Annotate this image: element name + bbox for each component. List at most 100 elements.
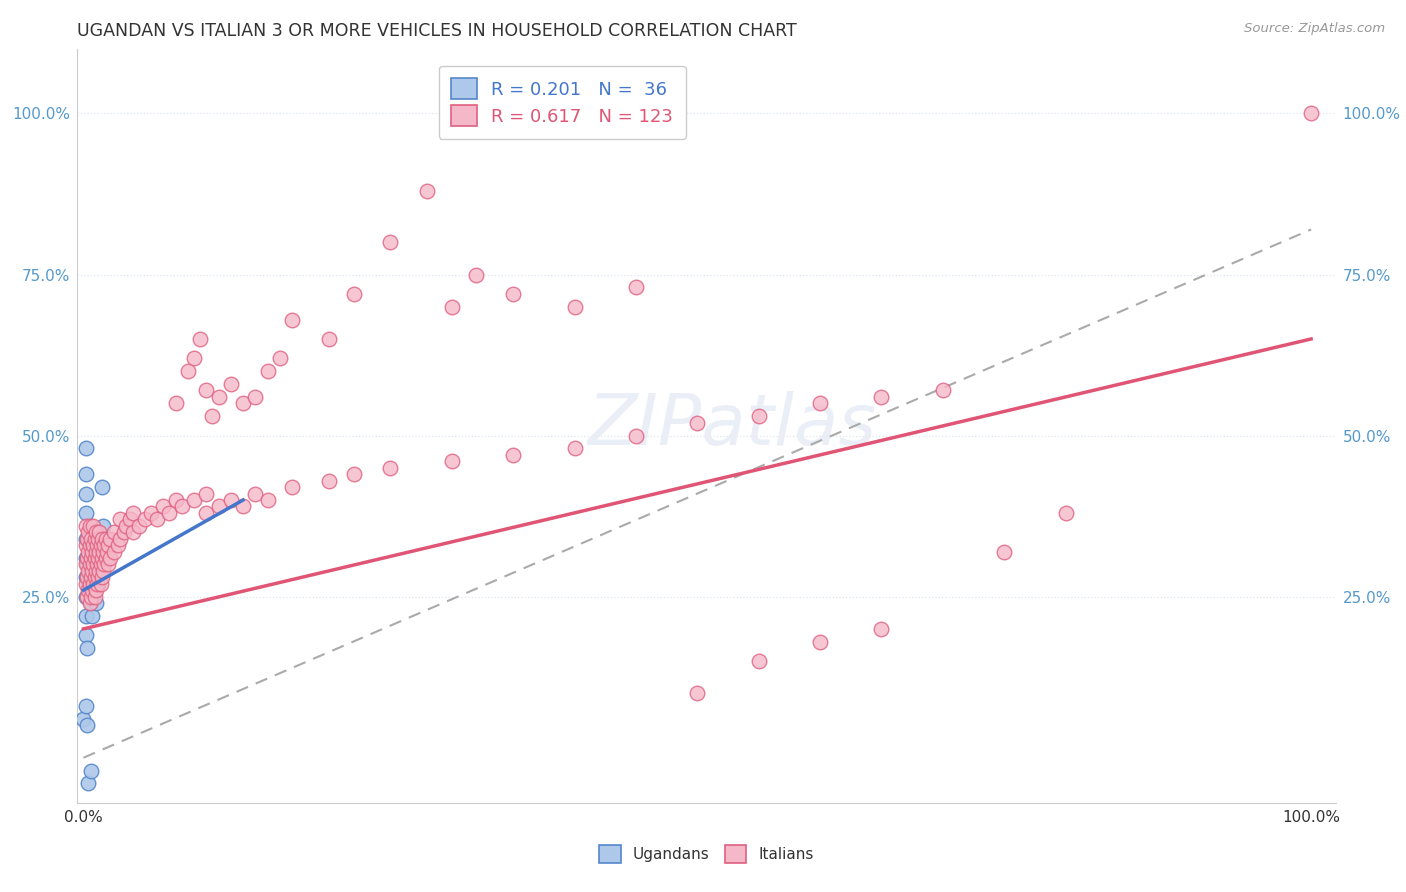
Point: [115, 518, 138, 533]
Point: [91, 544, 114, 558]
Point: [502, 448, 524, 462]
Point: [87, 576, 110, 591]
Point: [219, 377, 242, 392]
Point: [380, 460, 402, 475]
Point: [1054, 506, 1077, 520]
Point: [165, 396, 187, 410]
Point: [177, 364, 200, 378]
Point: [72, 712, 94, 726]
Point: [564, 442, 586, 456]
Point: [80, 532, 103, 546]
Point: [245, 390, 267, 404]
Point: [624, 280, 647, 294]
Point: [75, 551, 97, 566]
Point: [76, 532, 98, 546]
Point: [195, 384, 218, 398]
Y-axis label: 3 or more Vehicles in Household: 3 or more Vehicles in Household: [0, 302, 4, 549]
Point: [94, 551, 117, 566]
Point: [157, 506, 180, 520]
Point: [86, 558, 108, 572]
Point: [80, 596, 103, 610]
Point: [207, 390, 229, 404]
Point: [89, 551, 111, 566]
Point: [107, 538, 129, 552]
Point: [232, 396, 254, 410]
Point: [75, 570, 97, 584]
Point: [82, 558, 104, 572]
Text: ZIPatlas: ZIPatlas: [588, 392, 876, 460]
Point: [440, 300, 463, 314]
Point: [90, 538, 112, 552]
Point: [90, 570, 112, 584]
Point: [75, 699, 97, 714]
Point: [75, 558, 97, 572]
Point: [100, 551, 122, 566]
Point: [195, 486, 218, 500]
Point: [84, 544, 107, 558]
Point: [932, 384, 955, 398]
Point: [416, 184, 439, 198]
Point: [79, 583, 101, 598]
Point: [342, 286, 364, 301]
Point: [80, 609, 103, 624]
Point: [93, 538, 115, 552]
Point: [808, 396, 831, 410]
Point: [121, 525, 143, 540]
Point: [82, 576, 104, 591]
Point: [84, 570, 107, 584]
Point: [256, 493, 278, 508]
Point: [75, 467, 97, 482]
Point: [76, 558, 98, 572]
Point: [90, 558, 112, 572]
Point: [91, 518, 114, 533]
Point: [82, 538, 104, 552]
Point: [748, 654, 770, 668]
Point: [195, 506, 218, 520]
Point: [808, 634, 831, 648]
Point: [100, 532, 122, 546]
Point: [256, 364, 278, 378]
Point: [80, 764, 103, 778]
Point: [79, 576, 101, 591]
Point: [110, 532, 132, 546]
Point: [269, 351, 291, 366]
Point: [342, 467, 364, 482]
Point: [82, 551, 104, 566]
Point: [232, 500, 254, 514]
Point: [502, 286, 524, 301]
Point: [77, 776, 100, 790]
Point: [870, 622, 893, 636]
Point: [120, 512, 142, 526]
Point: [91, 564, 114, 578]
Point: [83, 532, 105, 546]
Point: [87, 532, 110, 546]
Point: [80, 570, 103, 584]
Text: Source: ZipAtlas.com: Source: ZipAtlas.com: [1244, 22, 1385, 36]
Point: [152, 500, 174, 514]
Point: [686, 416, 709, 430]
Point: [624, 428, 647, 442]
Point: [97, 558, 120, 572]
Point: [75, 590, 97, 604]
Point: [84, 583, 107, 598]
Point: [75, 576, 97, 591]
Point: [79, 558, 101, 572]
Point: [93, 558, 115, 572]
Point: [165, 493, 187, 508]
Point: [80, 551, 103, 566]
Point: [121, 506, 143, 520]
Point: [83, 558, 105, 572]
Point: [94, 532, 117, 546]
Point: [87, 570, 110, 584]
Point: [75, 532, 97, 546]
Point: [83, 551, 105, 566]
Point: [79, 596, 101, 610]
Point: [77, 544, 100, 558]
Point: [112, 525, 135, 540]
Point: [146, 512, 169, 526]
Point: [139, 506, 162, 520]
Point: [75, 518, 97, 533]
Point: [380, 235, 402, 250]
Point: [86, 576, 108, 591]
Point: [188, 332, 211, 346]
